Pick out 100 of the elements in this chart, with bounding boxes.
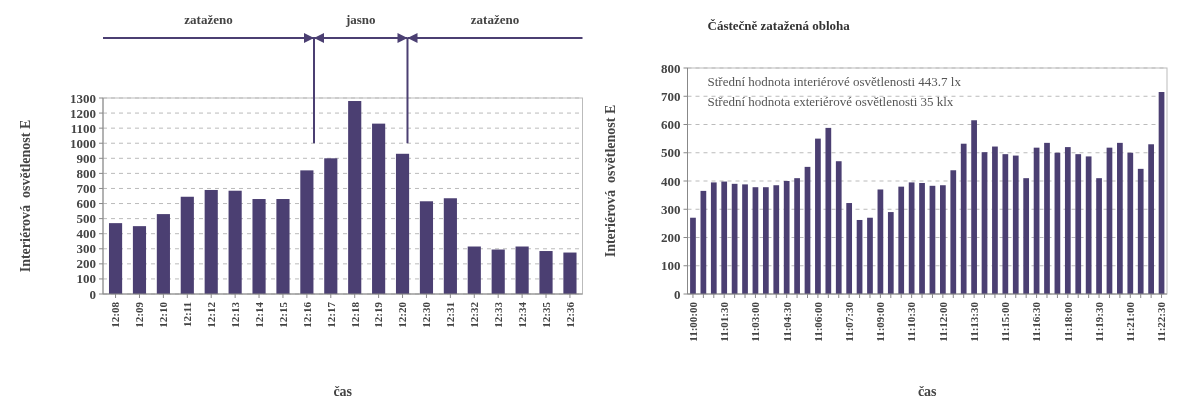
x-tick-label: 11:07:30 bbox=[843, 301, 856, 342]
bar bbox=[690, 217, 696, 294]
bar bbox=[898, 186, 905, 294]
bar bbox=[773, 185, 780, 294]
x-tick-label: 12:08 bbox=[109, 301, 122, 328]
y-tick-label: 400 bbox=[76, 226, 96, 242]
bar bbox=[721, 181, 728, 294]
x-tick-label: 11:15:00 bbox=[999, 301, 1012, 342]
y-tick-label: 1300 bbox=[70, 90, 96, 106]
y-tick-label: 0 bbox=[89, 286, 96, 302]
bar bbox=[395, 153, 410, 294]
bar bbox=[940, 185, 946, 294]
y-axis-title: Interiérová osvětlenost E bbox=[18, 119, 33, 273]
bar bbox=[491, 249, 505, 294]
bar bbox=[539, 251, 553, 294]
bar bbox=[710, 182, 717, 294]
bar bbox=[467, 246, 481, 294]
x-tick-label: 12:31 bbox=[444, 302, 457, 328]
x-tick-label: 11:00:00 bbox=[686, 301, 699, 342]
chart-title: Částečně zatažená obloha bbox=[707, 18, 851, 33]
bar bbox=[846, 203, 853, 294]
x-tick-label: 11:10:30 bbox=[905, 301, 918, 342]
y-tick-label: 0 bbox=[674, 286, 681, 302]
x-tick-label: 12:10 bbox=[157, 301, 170, 328]
x-tick-label: 12:30 bbox=[420, 301, 433, 328]
bar bbox=[372, 123, 386, 294]
x-tick-label: 12:34 bbox=[515, 301, 528, 328]
x-tick-label: 12:36 bbox=[563, 301, 576, 328]
bar bbox=[783, 181, 790, 294]
bar bbox=[1148, 144, 1154, 294]
x-tick-label: 11:22:30 bbox=[1155, 301, 1168, 342]
bar bbox=[1064, 147, 1071, 294]
bar bbox=[108, 223, 123, 294]
bar bbox=[132, 226, 147, 294]
bar bbox=[835, 161, 842, 294]
text: zataženo bbox=[470, 12, 520, 27]
bar bbox=[794, 178, 800, 294]
x-axis-title: čas bbox=[333, 384, 353, 399]
x-tick-label: 12:18 bbox=[348, 301, 361, 328]
bar bbox=[992, 146, 998, 294]
y-tick-label: 100 bbox=[76, 271, 96, 287]
bar bbox=[919, 182, 925, 294]
bar bbox=[1127, 152, 1134, 294]
y-tick-label: 900 bbox=[76, 150, 96, 166]
y-tick-label: 100 bbox=[661, 258, 681, 274]
x-tick-label: 11:12:00 bbox=[936, 301, 949, 342]
x-tick-label: 11:16:30 bbox=[1030, 301, 1043, 342]
y-tick-label: 300 bbox=[76, 241, 96, 257]
x-tick-label: 11:01:30 bbox=[718, 301, 731, 342]
x-tick-label: 11:18:00 bbox=[1061, 301, 1074, 342]
bar bbox=[1117, 142, 1123, 294]
bar bbox=[815, 138, 821, 294]
y-tick-label: 800 bbox=[661, 60, 681, 76]
text: jasno bbox=[344, 12, 376, 27]
bar bbox=[1096, 178, 1102, 294]
bar bbox=[1044, 142, 1050, 294]
y-tick-label: 400 bbox=[661, 173, 681, 189]
x-tick-label: 12:13 bbox=[228, 301, 241, 328]
x-tick-label: 11:13:30 bbox=[967, 301, 980, 342]
bar bbox=[324, 158, 338, 294]
y-tick-label: 500 bbox=[661, 145, 681, 161]
x-axis-title: čas bbox=[917, 384, 938, 399]
y-axis-title: Interiérová osvětlenost E bbox=[602, 104, 618, 258]
bar bbox=[1002, 154, 1009, 294]
y-tick-label: 1000 bbox=[70, 135, 96, 151]
y-tick-label: 200 bbox=[661, 230, 681, 246]
y-tick-label: 1100 bbox=[70, 120, 96, 136]
bar bbox=[887, 212, 894, 294]
bar bbox=[971, 120, 977, 294]
x-tick-label: 12:32 bbox=[468, 301, 481, 328]
x-tick-label: 11:06:00 bbox=[811, 301, 824, 342]
x-tick-label: 11:03:00 bbox=[749, 301, 762, 342]
x-tick-label: 12:16 bbox=[300, 301, 313, 328]
x-tick-label: 12:09 bbox=[133, 301, 146, 328]
x-tick-label: 12:17 bbox=[324, 301, 337, 328]
x-tick-label: 12:19 bbox=[372, 301, 385, 328]
bar bbox=[1023, 178, 1030, 294]
bar bbox=[443, 198, 457, 294]
bar bbox=[276, 199, 290, 294]
x-tick-label: 12:15 bbox=[276, 301, 289, 328]
y-tick-label: 500 bbox=[76, 211, 96, 227]
x-tick-label: 12:35 bbox=[539, 301, 552, 328]
x-tick-label: 12:20 bbox=[396, 301, 409, 328]
bar bbox=[742, 184, 748, 294]
y-tick-label: 700 bbox=[661, 88, 681, 104]
y-tick-label: 800 bbox=[76, 165, 96, 181]
x-tick-label: 11:21:00 bbox=[1124, 301, 1137, 342]
y-tick-label: 600 bbox=[661, 117, 681, 133]
x-tick-label: 11:19:30 bbox=[1092, 301, 1105, 342]
bar bbox=[204, 189, 218, 294]
bar bbox=[960, 143, 967, 294]
bar bbox=[563, 252, 577, 294]
bar bbox=[252, 199, 266, 294]
x-tick-label: 12:14 bbox=[252, 301, 265, 328]
y-tick-label: 200 bbox=[76, 256, 96, 272]
x-tick-label: 12:11 bbox=[181, 302, 194, 328]
annotation: Střední hodnota interiérové osvětlenosti 443.7 lx bbox=[707, 74, 962, 89]
x-tick-label: 11:04:30 bbox=[780, 301, 793, 342]
text: zataženo bbox=[184, 12, 233, 27]
x-tick-label: 12:33 bbox=[492, 301, 505, 328]
